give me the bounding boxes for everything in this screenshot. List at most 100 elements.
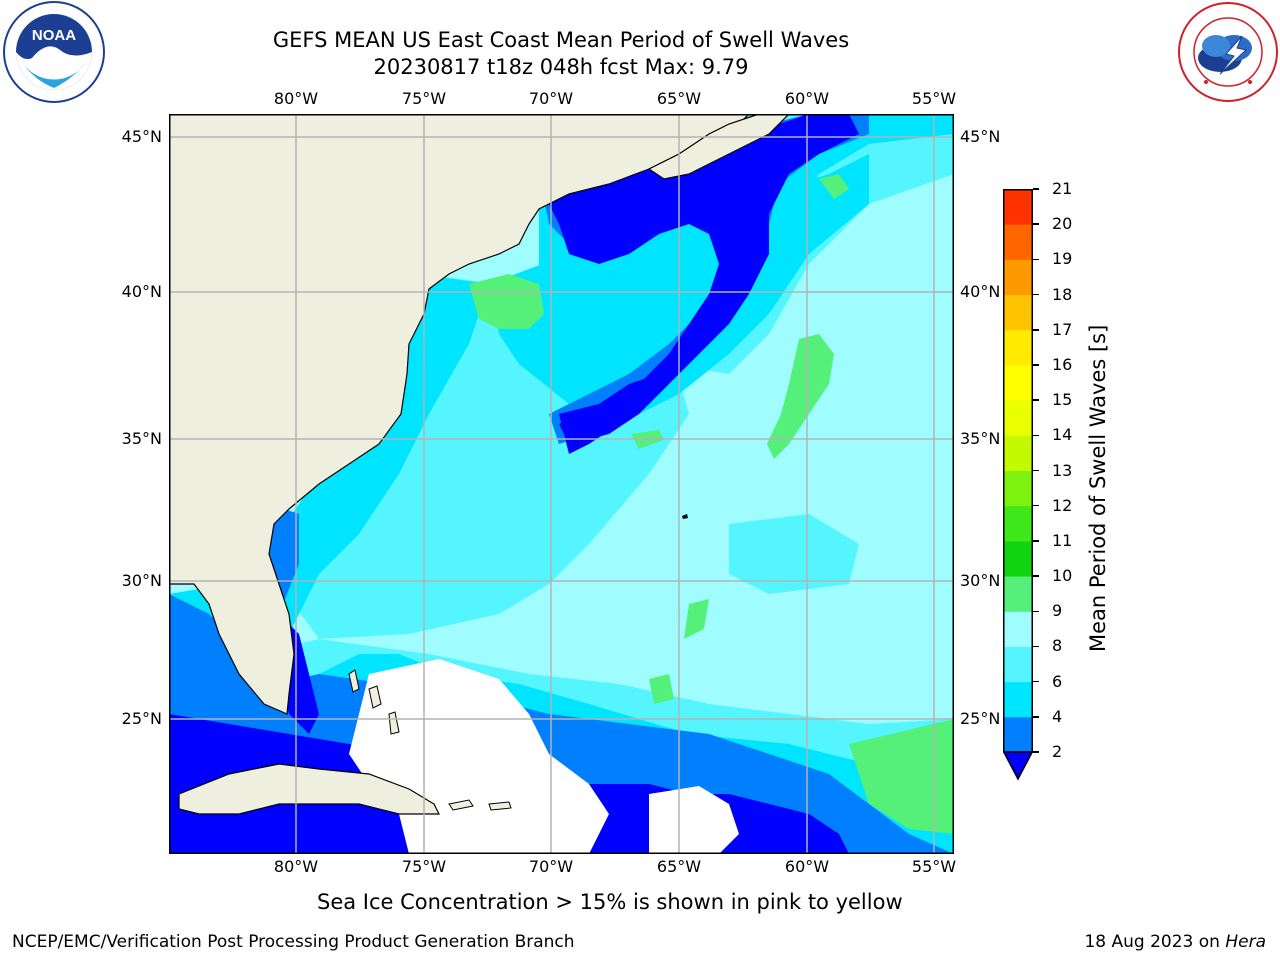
colorbar <box>1003 189 1033 782</box>
noaa-logo: NOAA <box>2 0 106 104</box>
colorbar-tick <box>1033 751 1039 753</box>
colorbar-swatch <box>1003 400 1033 436</box>
colorbar-swatch <box>1003 646 1033 683</box>
colorbar-tick <box>1033 188 1039 190</box>
swell-6-8-zone-mid <box>729 514 859 594</box>
colorbar-tick <box>1033 645 1039 648</box>
map-gridlines <box>169 114 954 854</box>
lon-label-top-65w: 65°W <box>656 89 702 108</box>
lon-label-top-75w: 75°W <box>401 89 447 108</box>
colorbar-label: 10 <box>1052 566 1073 586</box>
colorbar-tick <box>1033 434 1039 437</box>
map-panel <box>169 114 954 854</box>
colorbar-label: 11 <box>1052 530 1073 550</box>
footer-date: 18 Aug 2023 on Hera <box>1084 932 1266 952</box>
lon-label-bottom-65w: 65°W <box>656 857 702 876</box>
land-bermuda <box>682 514 688 519</box>
lat-label-right-35n: 35°N <box>960 429 1001 448</box>
swell-9-10-patch-7 <box>849 719 954 834</box>
colorbar-swatch <box>1003 470 1033 507</box>
lat-label-left-40n: 40°N <box>121 282 162 301</box>
colorbar-label: 2 <box>1052 742 1063 761</box>
colorbar-swatch <box>1003 540 1033 577</box>
colorbar-title: Mean Period of Swell Waves [s] <box>1086 324 1110 652</box>
colorbar-tick <box>1033 399 1039 401</box>
chart-subtitle: 20230817 t18z 048h fcst Max: 9.79 <box>373 55 749 79</box>
land-cuba <box>178 763 440 815</box>
lat-label-left-35n: 35°N <box>121 429 162 448</box>
colorbar-tick <box>1033 716 1039 718</box>
nws-logo <box>1176 0 1280 104</box>
colorbar-label: 4 <box>1052 706 1063 726</box>
footer-host: Hera <box>1225 932 1266 952</box>
footer-date-text: 18 Aug 2023 on <box>1084 932 1220 952</box>
sea-ice-note: Sea Ice Concentration > 15% is shown in … <box>317 890 903 914</box>
colorbar-tick <box>1033 575 1039 577</box>
land-nova-scotia <box>647 114 790 180</box>
colorbar-swatch <box>1003 505 1033 542</box>
land-north-america <box>169 114 750 715</box>
colorbar-swatch <box>1003 716 1033 753</box>
colorbar-swatch <box>1003 329 1033 366</box>
lon-label-top-55w: 55°W <box>911 89 957 108</box>
colorbar-swatch <box>1003 259 1033 296</box>
land-bahamas-3 <box>388 711 400 735</box>
lat-label-right-40n: 40°N <box>960 282 1001 301</box>
swell-under-2-zone-north <box>549 114 859 444</box>
colorbar-label: 20 <box>1052 214 1073 234</box>
colorbar-label: 14 <box>1052 425 1073 445</box>
land-antilles-2 <box>488 801 512 811</box>
colorbar-swatch <box>1003 681 1033 718</box>
lon-label-bottom-60w: 60°W <box>784 857 830 876</box>
colorbar-label: 15 <box>1052 390 1073 410</box>
land-antilles-1 <box>448 799 474 811</box>
chart-title: GEFS MEAN US East Coast Mean Period of S… <box>272 28 850 52</box>
colorbar-swatch <box>1003 435 1033 471</box>
colorbar-label: 8 <box>1052 636 1063 656</box>
colorbar-label: 16 <box>1052 354 1073 374</box>
lat-label-right-45n: 45°N <box>960 127 1001 146</box>
colorbar-under-triangle <box>1003 751 1033 781</box>
colorbar-swatch <box>1003 611 1033 647</box>
lat-label-left-25n: 25°N <box>121 709 162 728</box>
colorbar-tick <box>1033 504 1039 507</box>
colorbar-tick <box>1033 223 1039 225</box>
swell-9-10-patch-1 <box>469 274 544 329</box>
swell-9-10-patch-5 <box>684 599 709 639</box>
colorbar-swatch <box>1003 224 1033 260</box>
colorbar-label: 19 <box>1052 249 1073 269</box>
colorbar-swatch <box>1003 364 1033 401</box>
colorbar-tick <box>1033 329 1039 331</box>
swell-9-10-patch-4 <box>819 174 849 199</box>
colorbar-tick <box>1033 680 1039 683</box>
swell-9-10-patch-2 <box>767 334 834 459</box>
colorbar-label: 13 <box>1052 460 1073 480</box>
colorbar-tick <box>1033 610 1039 612</box>
swell-under-2-zone-gulfstream <box>559 374 659 454</box>
swell-9-10-patch-6 <box>649 674 674 704</box>
colorbar-tick <box>1033 540 1039 542</box>
colorbar-swatch <box>1003 576 1033 612</box>
colorbar-swatch <box>1003 189 1033 225</box>
lon-label-bottom-70w: 70°W <box>528 857 574 876</box>
footer-credit: NCEP/EMC/Verification Post Processing Pr… <box>12 932 575 952</box>
colorbar-label: 17 <box>1052 319 1073 339</box>
lon-label-bottom-80w: 80°W <box>273 857 319 876</box>
colorbar-label: 21 <box>1052 179 1073 198</box>
land-bahamas-2 <box>368 685 382 709</box>
lon-label-bottom-75w: 75°W <box>401 857 447 876</box>
colorbar-tick <box>1033 258 1039 261</box>
no-data-lesser-antilles <box>664 794 689 854</box>
colorbar-tick <box>1033 469 1039 472</box>
colorbar-frame <box>1003 189 1033 753</box>
colorbar-label: 6 <box>1052 671 1063 691</box>
svg-text:NOAA: NOAA <box>32 27 76 44</box>
lon-label-top-70w: 70°W <box>528 89 574 108</box>
colorbar-tick <box>1033 364 1039 366</box>
land-bahamas-1 <box>348 669 360 693</box>
colorbar-label: 18 <box>1052 284 1073 304</box>
lon-label-bottom-55w: 55°W <box>911 857 957 876</box>
lat-label-left-30n: 30°N <box>121 571 162 590</box>
lat-label-left-45n: 45°N <box>121 127 162 146</box>
lon-label-top-80w: 80°W <box>273 89 319 108</box>
